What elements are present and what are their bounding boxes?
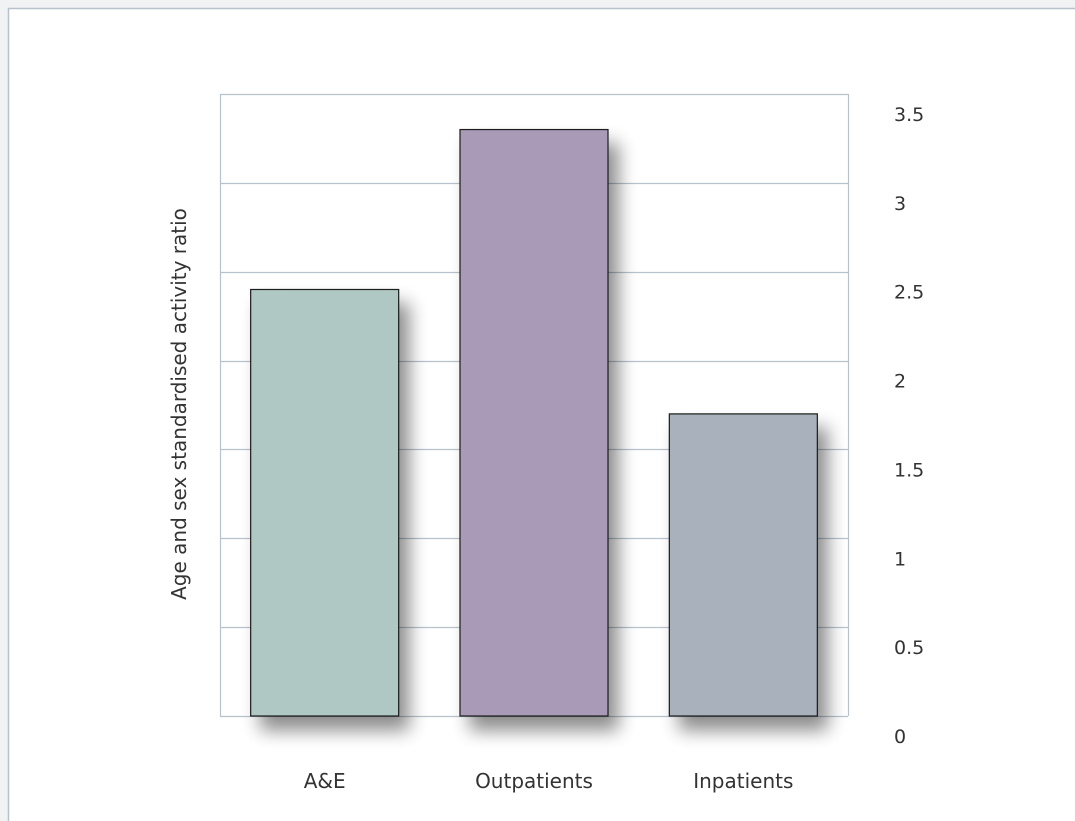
y-axis-title: Age and sex standardised activity ratio (167, 208, 191, 600)
y-tick-label: 1.5 (894, 459, 924, 481)
x-tick-label: Outpatients (475, 769, 593, 793)
y-tick-label: 2.5 (894, 282, 924, 304)
y-tick-label: 3 (894, 193, 906, 215)
y-tick-label: 0 (894, 726, 906, 748)
bar-outpatients (459, 128, 609, 717)
y-tick-label: 1 (894, 548, 906, 570)
bar-a-e (250, 288, 400, 717)
bar-inpatients (668, 413, 818, 717)
x-axis-category-labels: A&E Outpatients Inpatients (304, 769, 794, 793)
y-tick-label: 0.5 (894, 637, 924, 659)
y-tick-label: 2 (894, 371, 906, 393)
x-tick-label: Inpatients (693, 769, 793, 793)
bars (250, 128, 818, 717)
x-tick-label: A&E (304, 769, 346, 793)
y-tick-label: 3.5 (894, 104, 924, 126)
y-axis-tick-labels: 0 0.5 1 1.5 2 2.5 3 3.5 (894, 104, 924, 748)
